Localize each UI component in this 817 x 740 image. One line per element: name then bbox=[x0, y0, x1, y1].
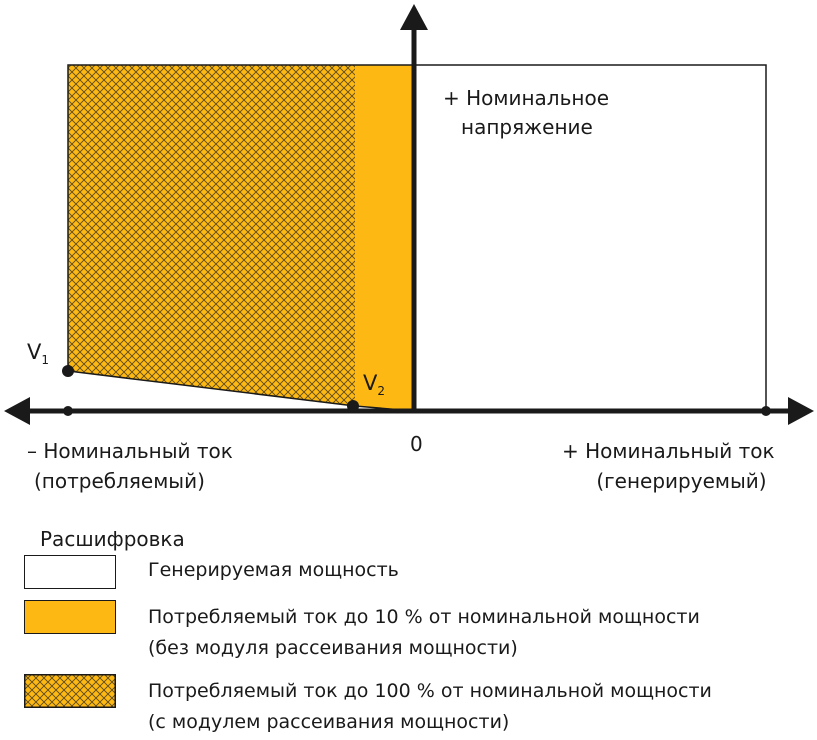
pos-nominal-point bbox=[761, 406, 771, 416]
axis-arrow-right-icon bbox=[788, 397, 814, 425]
v1-point bbox=[62, 365, 74, 377]
neg-nominal-point bbox=[63, 406, 73, 416]
v2-label: V2 bbox=[363, 370, 385, 404]
legend-title: Расшифровка bbox=[40, 527, 185, 551]
v2-letter: V bbox=[363, 371, 378, 395]
legend-item-hatched-line1: Потребляемый ток до 100 % от номинальной… bbox=[148, 680, 712, 702]
voltage-label-line2: напряжение bbox=[461, 115, 593, 139]
voltage-label-line1: + Номинальное bbox=[443, 86, 609, 110]
neg-current-label: – Номинальный ток (потребляемый) bbox=[27, 436, 233, 496]
axis-arrow-up-icon bbox=[400, 4, 428, 30]
pos-current-label: + Номинальный ток (генерируемый) bbox=[562, 436, 775, 496]
legend-item-orange-line1: Потребляемый ток до 10 % от номинальной … bbox=[148, 606, 700, 628]
legend-item-generated-text: Генерируемая мощность bbox=[148, 559, 399, 581]
consumed-10-percent-region bbox=[355, 65, 414, 411]
legend-swatch-generated bbox=[24, 555, 116, 589]
v1-label: V1 bbox=[27, 339, 49, 373]
legend-swatch-hatched bbox=[24, 674, 116, 708]
v2-subscript: 2 bbox=[377, 384, 386, 399]
v1-letter: V bbox=[27, 340, 42, 364]
legend-item-hatched-line2: (с модулем рассеивания мощности) bbox=[148, 711, 510, 733]
pos-current-line2: (генерируемый) bbox=[596, 469, 767, 493]
legend-item-orange: Потребляемый ток до 10 % от номинальной … bbox=[148, 602, 700, 664]
v1-subscript: 1 bbox=[41, 353, 50, 368]
generated-power-region bbox=[413, 64, 767, 412]
pos-current-line1: + Номинальный ток bbox=[562, 439, 775, 463]
voltage-label: + Номинальное напряжение bbox=[443, 84, 609, 142]
origin-label: 0 bbox=[410, 432, 423, 456]
legend-swatch-orange bbox=[24, 600, 116, 634]
neg-current-line2: (потребляемый) bbox=[34, 469, 205, 493]
neg-current-line1: – Номинальный ток bbox=[27, 439, 233, 463]
axis-arrow-left-icon bbox=[4, 397, 30, 425]
legend-item-hatched: Потребляемый ток до 100 % от номинальной… bbox=[148, 676, 712, 738]
consumed-100-percent-region bbox=[68, 65, 355, 406]
legend-item-generated: Генерируемая мощность bbox=[148, 555, 399, 586]
v2-point bbox=[347, 400, 359, 412]
legend-item-orange-line2: (без модуля рассеивания мощности) bbox=[148, 637, 518, 659]
